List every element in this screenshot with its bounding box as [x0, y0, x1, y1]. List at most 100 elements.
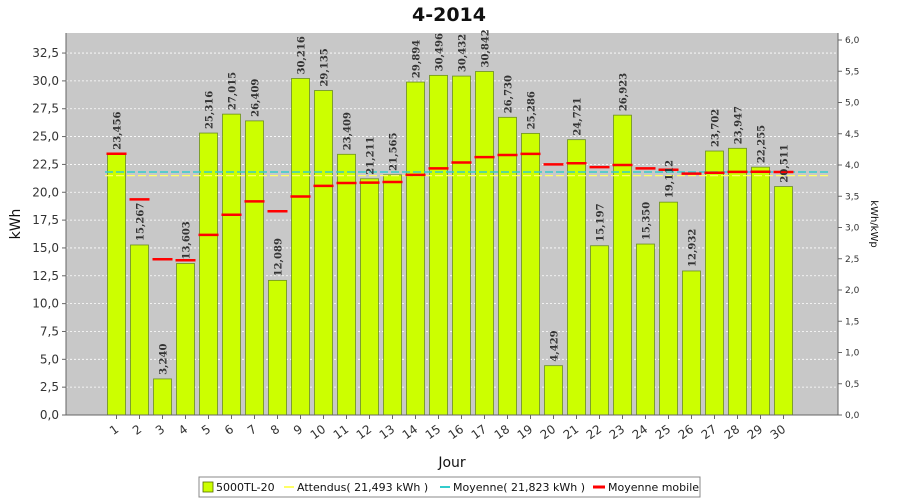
bar-day-8 [268, 279, 287, 416]
x-tick-label: 13 [377, 422, 398, 442]
y2-axis-ticks: 0,0 0,5 1,0 1,5 2,0 2,5 3,0 3,5 4,0 4,5 5,0 5,5 6,0 [838, 36, 860, 421]
data-label: 23,947 [734, 106, 745, 144]
y-tick-label: 12,5 [32, 269, 59, 283]
data-label: 25,316 [205, 91, 216, 129]
y-tick-label: 0,0 [40, 408, 59, 422]
x-tick-label: 20 [538, 422, 559, 442]
legend-swatch-production [202, 481, 214, 493]
bar-day-13 [383, 174, 402, 416]
x-tick-label: 2 [130, 422, 144, 438]
data-label: 12,089 [274, 238, 285, 276]
moving-average-series [106, 152, 794, 262]
data-label: 21,211 [366, 136, 377, 174]
bar-day-4 [176, 263, 195, 416]
bar-day-3 [153, 378, 172, 416]
data-label: 30,496 [435, 33, 446, 71]
bar-day-16 [452, 75, 471, 416]
x-tick-label: 7 [245, 422, 259, 438]
x-tick-label: 6 [222, 422, 236, 438]
y-tick-label: 22,5 [32, 157, 59, 171]
data-label: 24,721 [573, 97, 584, 135]
data-label: 29,894 [412, 40, 423, 78]
bar-day-24 [636, 243, 655, 416]
bar-series [107, 71, 793, 416]
x-tick-label: 4 [176, 422, 190, 438]
y-axis-ticks: 0,0 2,5 5,0 7,5 10,0 12,5 15,0 17,5 20,0 22,5 25,0… [32, 46, 66, 422]
bar-day-22 [590, 245, 609, 416]
y-tick-label: 30,0 [32, 74, 59, 88]
bar-day-15 [429, 74, 448, 416]
y-tick-label: 15,0 [32, 241, 59, 255]
y2-tick-label: 2,5 [845, 255, 859, 265]
x-tick-label: 28 [722, 422, 743, 442]
x-tick-label: 10 [308, 422, 329, 442]
y2-tick-label: 5,0 [845, 99, 860, 109]
y2-tick-label: 4,5 [845, 130, 859, 140]
bar-day-2 [130, 244, 149, 416]
data-label: 30,842 [481, 29, 492, 67]
y2-tick-label: 2,0 [845, 286, 860, 296]
x-tick-label: 30 [768, 422, 789, 442]
x-tick-label: 25 [653, 422, 674, 442]
y2-tick-label: 4,0 [845, 161, 860, 171]
x-tick-label: 29 [745, 422, 766, 442]
bar-day-28 [728, 147, 747, 416]
data-label: 20,511 [780, 144, 791, 182]
bar-day-10 [314, 90, 333, 416]
y-tick-label: 10,0 [32, 297, 59, 311]
x-tick-label: 18 [492, 422, 513, 442]
x-tick-label: 19 [515, 422, 536, 442]
x-tick-label: 21 [561, 422, 582, 442]
x-tick-label: 16 [446, 422, 467, 442]
x-tick-label: 3 [153, 422, 167, 438]
bar-day-18 [498, 116, 517, 416]
bar-day-27 [705, 150, 724, 416]
bar-day-12 [360, 178, 379, 416]
y2-tick-label: 3,0 [845, 224, 860, 234]
y2-tick-label: 5,5 [845, 67, 859, 77]
bar-day-17 [475, 71, 494, 416]
data-label: 26,409 [251, 79, 262, 117]
y-tick-label: 32,5 [32, 46, 59, 60]
bar-day-11 [337, 153, 356, 416]
data-label: 3,240 [159, 344, 170, 375]
legend: 5000TL-20 Attendus( 21,493 kWh ) Moyenne… [198, 476, 701, 498]
data-label: 29,135 [320, 48, 331, 86]
y2-axis-label: kWh/kWp [868, 200, 879, 247]
y-tick-label: 2,5 [40, 380, 59, 394]
data-label: 27,015 [228, 72, 239, 110]
y-axis-label: kWh [8, 209, 24, 240]
legend-label-moving-average: Moyenne mobile [608, 481, 699, 494]
x-tick-label: 8 [268, 422, 282, 438]
x-tick-label: 22 [584, 422, 605, 442]
bar-day-1 [107, 153, 126, 416]
legend-label-production: 5000TL-20 [216, 481, 275, 494]
data-label: 26,730 [504, 75, 515, 113]
data-label: 19,112 [665, 160, 676, 198]
x-tick-label: 17 [469, 422, 490, 442]
y2-tick-label: 6,0 [845, 36, 860, 46]
chart-title: 4-2014 [412, 4, 486, 26]
x-tick-label: 1 [107, 422, 121, 438]
bar-day-30 [774, 186, 793, 416]
y2-tick-label: 0,5 [845, 380, 859, 390]
y2-tick-label: 3,5 [845, 192, 859, 202]
x-tick-label: 11 [331, 422, 352, 442]
x-tick-label: 26 [676, 422, 697, 442]
bar-day-23 [613, 114, 632, 416]
bar-day-14 [406, 81, 425, 416]
y2-tick-label: 1,0 [845, 349, 860, 359]
x-tick-label: 9 [291, 422, 305, 438]
data-label: 22,255 [757, 125, 768, 163]
x-tick-label: 15 [423, 422, 444, 442]
x-tick-label: 12 [354, 422, 375, 442]
y-tick-label: 7,5 [40, 324, 59, 338]
legend-label-average: Moyenne( 21,823 kWh ) [453, 481, 585, 494]
x-axis-ticks: 1 2 3 4 5 6 7 8 9 10 11 12 13 14 15 16 17 18 19 20 21 22 23 24 2… [107, 415, 788, 442]
data-label: 4,429 [550, 330, 561, 361]
bar-day-7 [245, 120, 264, 416]
data-label: 15,350 [642, 202, 653, 240]
data-label: 13,603 [182, 221, 193, 259]
data-label: 21,565 [389, 133, 400, 171]
